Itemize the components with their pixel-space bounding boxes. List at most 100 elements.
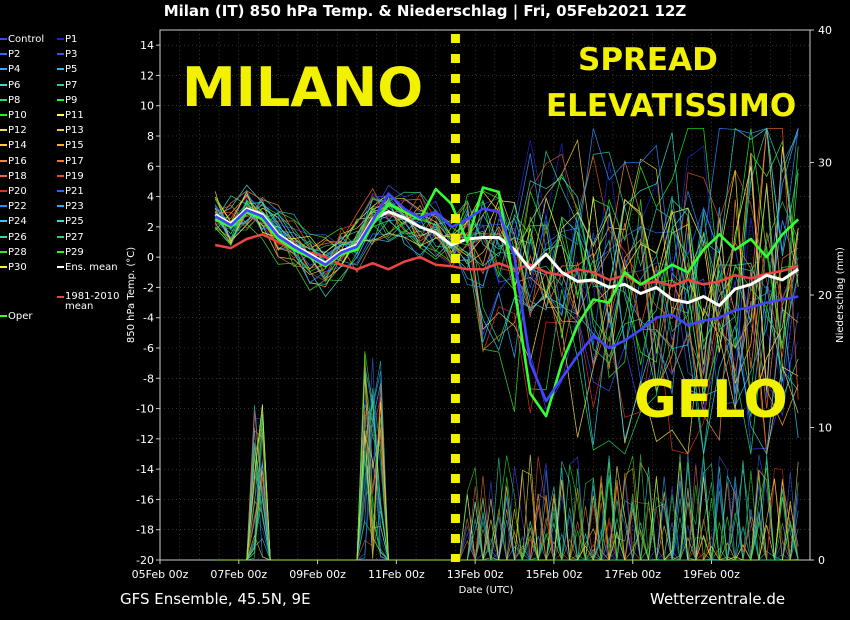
y-tick-label: -14 — [136, 463, 154, 476]
legend-label: P26 — [8, 231, 27, 243]
legend-swatch — [57, 98, 64, 101]
legend-label: P23 — [65, 201, 84, 213]
legend-swatch — [0, 144, 7, 147]
legend-label: P5 — [65, 64, 78, 76]
legend-swatch — [57, 144, 64, 147]
legend-item: P5 — [57, 64, 77, 76]
legend-label: Ens. mean — [65, 262, 118, 273]
legend-swatch — [0, 98, 7, 101]
legend-swatch — [57, 220, 64, 223]
member-precip-line — [215, 441, 799, 562]
y-tick-label: 2 — [147, 221, 154, 234]
legend-swatch — [57, 114, 64, 116]
legend-item: Control — [0, 34, 44, 46]
annotation-spread: SPREAD — [578, 42, 718, 78]
member-temp-line — [214, 127, 799, 288]
x-axis-label: Date (UTC) — [459, 585, 514, 596]
legend-item: P24 — [0, 216, 27, 228]
legend-swatch — [0, 159, 7, 162]
legend-item: P6 — [0, 80, 20, 92]
legend-label: P11 — [65, 110, 84, 121]
legend-item: P21 — [57, 186, 84, 198]
legend-item: P25 — [57, 216, 84, 228]
legend-swatch — [57, 174, 64, 177]
legend-label: P27 — [65, 231, 84, 243]
legend-item: P17 — [57, 156, 84, 168]
y2-tick-label: 0 — [818, 554, 825, 567]
chart-title: Milan (IT) 850 hPa Temp. & Niederschlag … — [163, 2, 687, 20]
legend-item: P7 — [57, 80, 77, 92]
legend-item: P14 — [0, 140, 27, 152]
member-temp-line — [214, 127, 799, 298]
y-tick-label: -8 — [143, 372, 154, 385]
member-temp-line — [214, 190, 799, 397]
legend-item: P28 — [0, 247, 27, 259]
member-temp-line — [215, 195, 799, 455]
legend-label: P15 — [65, 140, 84, 152]
legend-item: P15 — [57, 140, 84, 152]
legend-label: 1981-2010 mean — [65, 291, 120, 313]
legend-label: P19 — [65, 170, 84, 182]
legend-swatch — [0, 114, 7, 116]
legend-label: P4 — [8, 64, 21, 76]
legend-swatch — [57, 266, 64, 268]
legend-label: P16 — [8, 155, 27, 167]
legend-item: P1 — [57, 34, 77, 46]
legend-item: P3 — [57, 49, 77, 61]
member-temp-line — [214, 146, 799, 391]
y-tick-label: -2 — [143, 281, 154, 294]
x-tick-label: 07Feb 00z — [210, 568, 267, 581]
member-precip-line — [215, 401, 799, 561]
x-tick-label: 13Feb 00z — [447, 568, 504, 581]
legend-item: P2 — [0, 49, 20, 61]
legend-swatch — [0, 68, 7, 71]
legend-label: P24 — [8, 216, 27, 228]
legend-item: P16 — [0, 156, 27, 168]
legend-label: P18 — [8, 170, 27, 182]
legend-swatch — [0, 250, 7, 253]
legend-item: Oper — [0, 311, 32, 323]
member-temp-line — [214, 127, 799, 350]
legend-label: P21 — [65, 186, 84, 197]
legend-label: Oper — [8, 310, 33, 322]
legend-label: P14 — [8, 140, 27, 152]
legend-label: P22 — [8, 201, 27, 213]
legend-swatch — [57, 296, 64, 299]
legend-label: P9 — [65, 94, 78, 106]
legend-item: Ens. mean — [57, 262, 118, 274]
y-tick-label: 10 — [140, 100, 154, 113]
legend-item: P18 — [0, 171, 27, 183]
y-tick-label: -10 — [136, 403, 154, 416]
legend-item: 1981-2010 mean — [57, 292, 127, 312]
y-tick-label: -4 — [143, 312, 154, 325]
legend-label: P17 — [65, 155, 84, 167]
legend-swatch — [57, 205, 64, 208]
y-tick-label: 14 — [140, 39, 154, 52]
legend-label: P13 — [65, 125, 84, 137]
y-tick-label: -6 — [143, 342, 154, 355]
legend-swatch — [57, 53, 64, 56]
legend-label: P20 — [8, 186, 27, 197]
legend-swatch — [57, 68, 64, 71]
legend-label: P30 — [8, 262, 27, 273]
legend-swatch — [0, 205, 7, 208]
legend-label: P12 — [8, 125, 27, 137]
legend-item: P22 — [0, 201, 27, 213]
member-precip-line — [215, 428, 799, 562]
annotation-cold: GELO — [634, 370, 788, 430]
legend-item: P23 — [57, 201, 84, 213]
member-temp-line — [214, 201, 799, 456]
y-tick-label: 12 — [140, 69, 154, 82]
legend-label: P10 — [8, 110, 27, 121]
legend-swatch — [0, 266, 7, 268]
y-tick-label: 8 — [147, 130, 154, 143]
legend-swatch — [0, 314, 7, 317]
legend-swatch — [57, 129, 64, 132]
member-temp-line — [215, 173, 799, 412]
y2-tick-label: 10 — [818, 422, 832, 435]
legend-item: P8 — [0, 95, 20, 107]
legend-label: Control — [8, 34, 45, 45]
legend-swatch — [0, 220, 7, 223]
legend-swatch — [57, 190, 64, 192]
